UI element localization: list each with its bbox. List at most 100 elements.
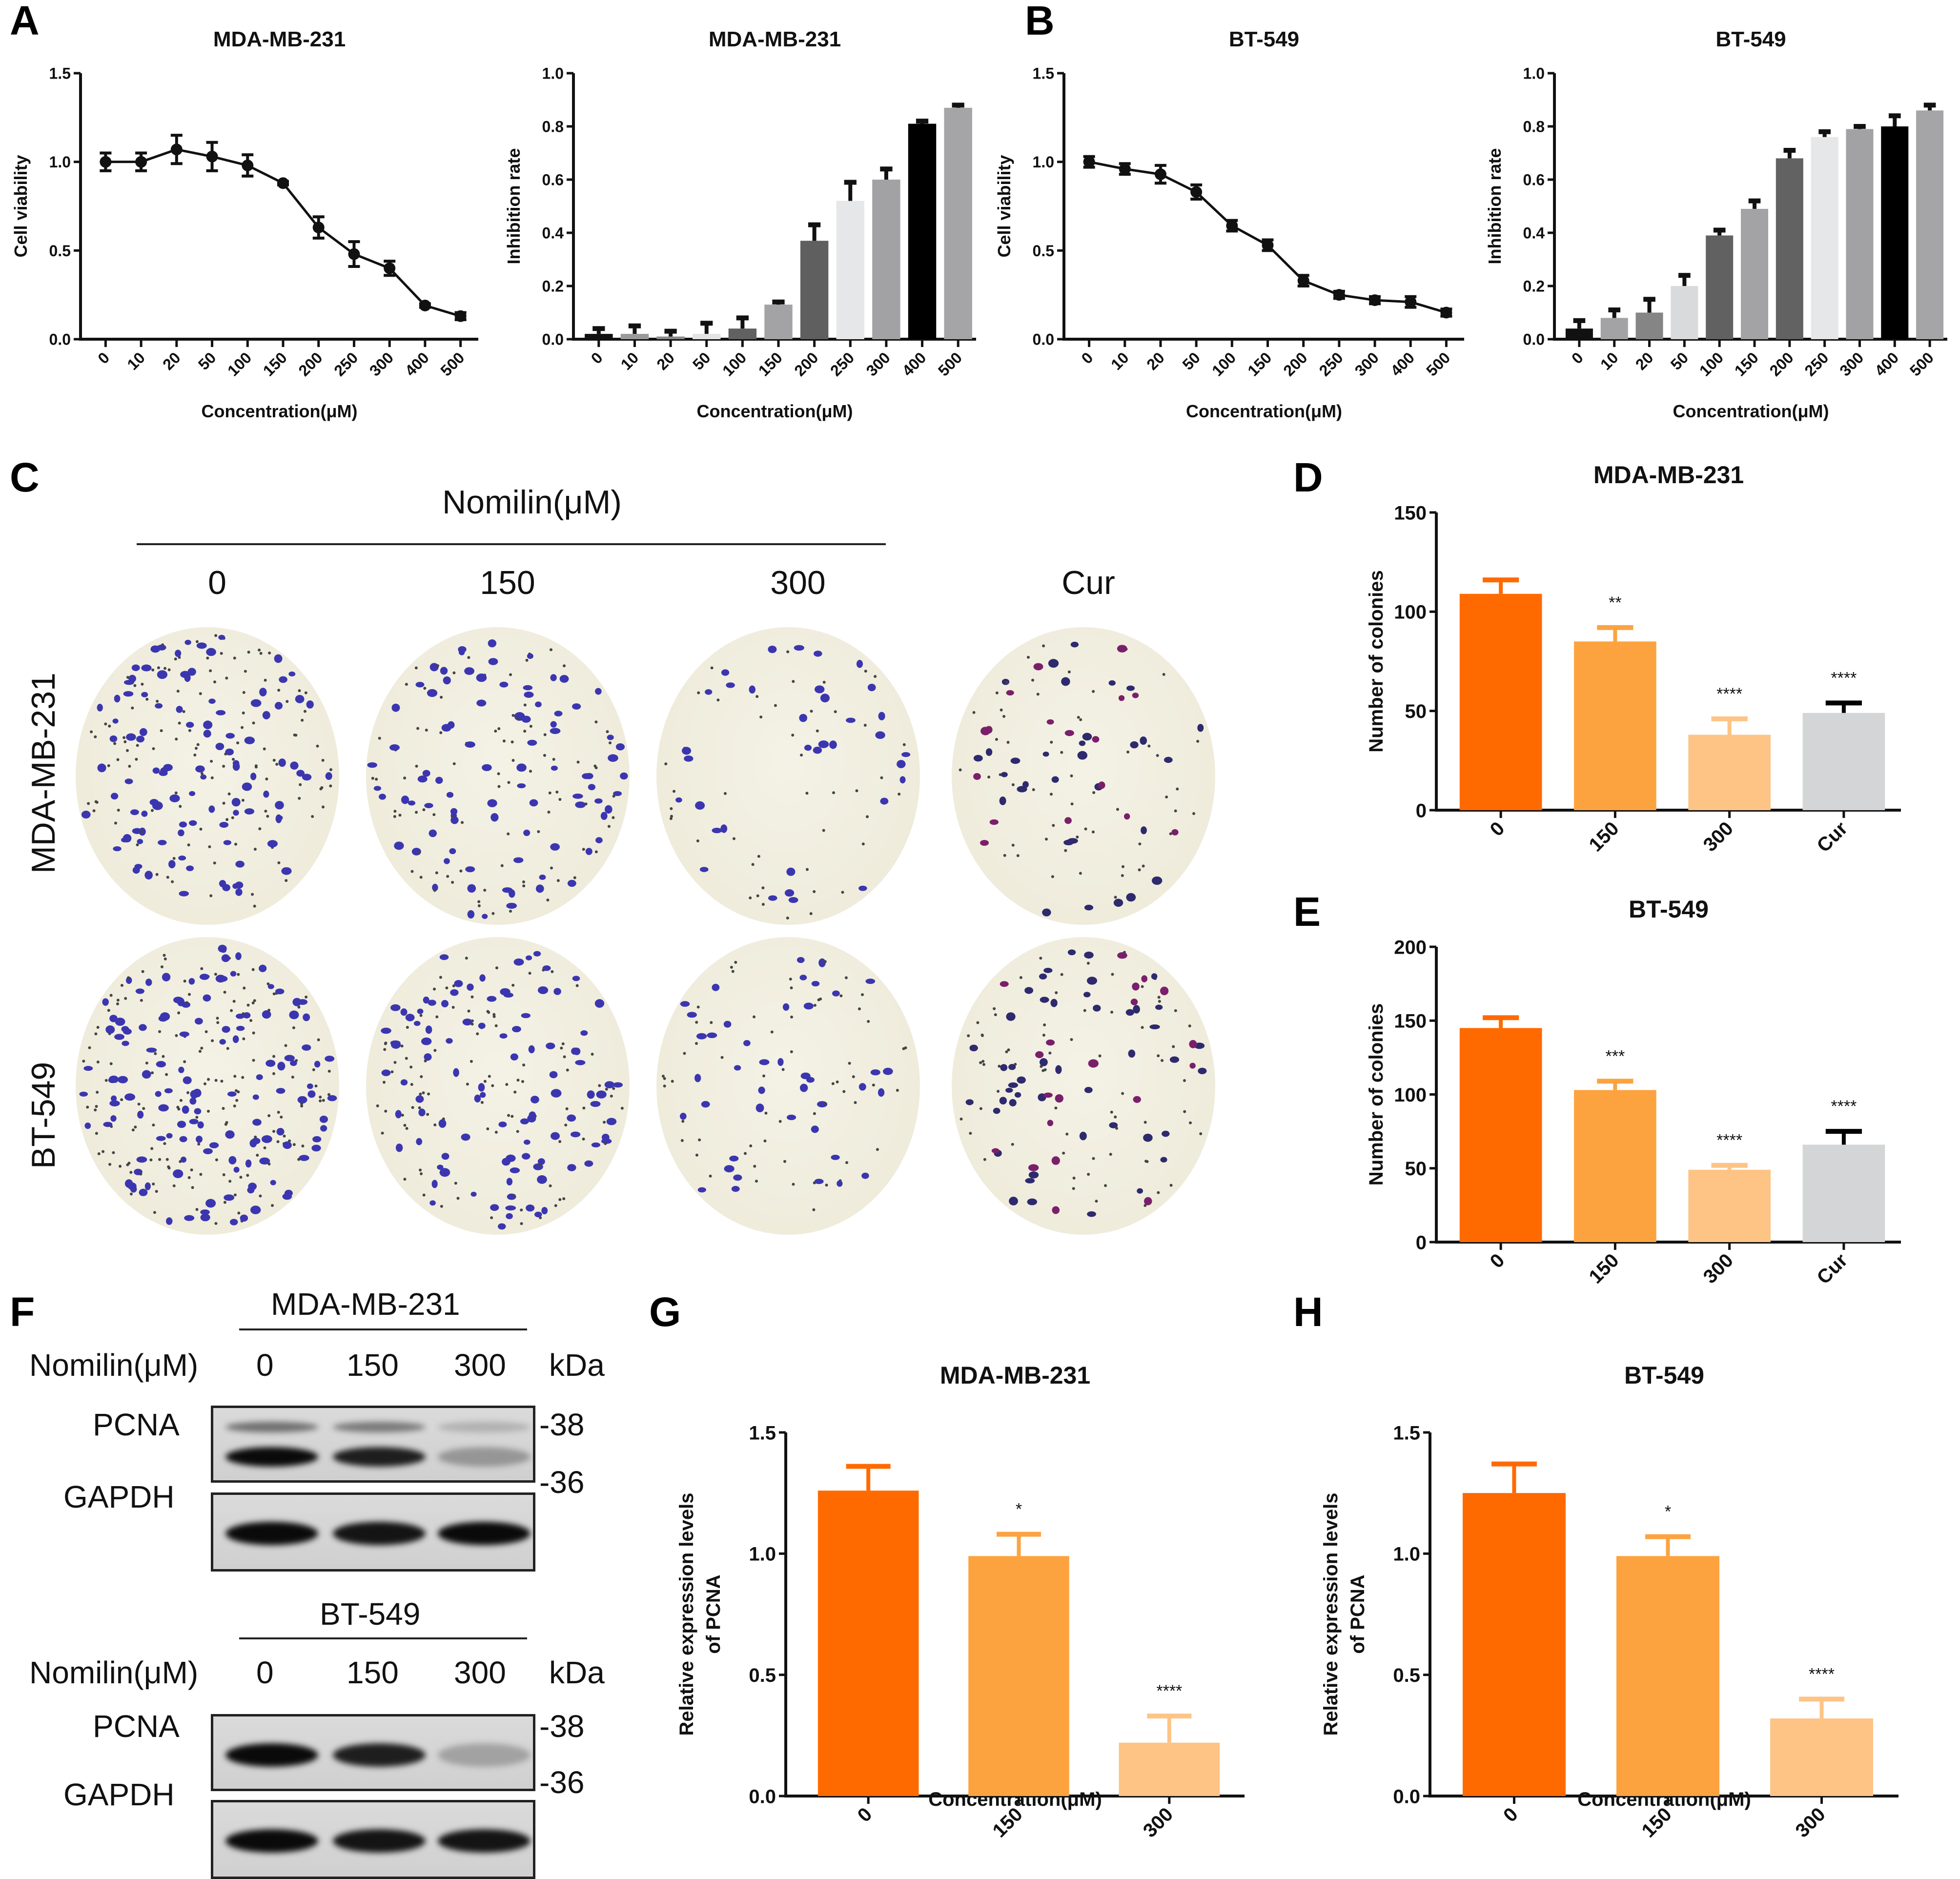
colony [751, 863, 755, 866]
y-tick-label: 1.0 [1523, 65, 1545, 82]
colony [288, 1139, 291, 1143]
colony [178, 829, 184, 837]
colony [520, 1208, 523, 1212]
colony [96, 1060, 100, 1063]
colony [298, 689, 301, 693]
colony [479, 974, 486, 982]
colony [902, 743, 906, 746]
colony [214, 634, 218, 637]
colony [575, 1060, 586, 1065]
x-tick-label: 20 [159, 348, 184, 373]
colony [1005, 1050, 1008, 1054]
colony [1091, 830, 1095, 834]
colony [84, 1122, 91, 1129]
colony [157, 670, 168, 679]
colony [456, 1197, 460, 1200]
colony [723, 792, 727, 795]
colony [210, 776, 214, 779]
colony [1044, 837, 1048, 841]
colony [141, 682, 144, 686]
colony [122, 1041, 129, 1046]
colony [534, 1211, 542, 1218]
colony [1028, 1164, 1039, 1171]
colony [572, 976, 580, 981]
colony [1070, 1038, 1073, 1042]
colony [235, 888, 243, 896]
colony [523, 703, 527, 707]
colony [224, 752, 227, 756]
colony [251, 893, 254, 896]
colony [452, 762, 456, 765]
colony [477, 900, 481, 903]
colony [1171, 829, 1179, 836]
colony [167, 668, 171, 672]
significance-label: **** [1716, 1131, 1742, 1150]
x-tick-label: 200 [791, 348, 821, 379]
colony [683, 1052, 686, 1055]
colony [155, 703, 163, 709]
colony [1111, 973, 1114, 976]
colony [1063, 839, 1074, 845]
colony [582, 1106, 586, 1110]
colony [497, 772, 500, 776]
colony [730, 965, 733, 969]
colony [441, 1000, 449, 1007]
colony [870, 1069, 880, 1076]
colony [290, 1060, 297, 1066]
data-point [454, 310, 467, 322]
colony [607, 735, 614, 740]
colony [230, 971, 237, 977]
colony [555, 790, 559, 794]
column-label-0: 0 [208, 564, 226, 601]
colony [466, 1082, 469, 1086]
colony [275, 988, 285, 995]
colony [969, 1044, 978, 1052]
colony [620, 772, 628, 780]
colony [570, 1131, 581, 1138]
colony [196, 1135, 203, 1143]
colony [300, 1102, 304, 1105]
colony [1055, 991, 1058, 995]
colony [1017, 786, 1027, 793]
colony [135, 988, 144, 994]
colony [587, 1090, 595, 1099]
chart-title: BT-549 [1629, 896, 1709, 923]
colony [272, 992, 276, 996]
colony [820, 694, 830, 703]
colony [152, 1123, 155, 1127]
colony [959, 768, 962, 772]
colony [573, 876, 576, 879]
colony [427, 689, 438, 697]
colony [976, 1021, 980, 1024]
colony [226, 1047, 229, 1050]
colony [1141, 985, 1144, 988]
colony [1070, 802, 1074, 806]
data-point [1440, 306, 1452, 319]
y-tick-label: 0.4 [1523, 225, 1545, 242]
x-tick-label: 100 [719, 348, 750, 379]
colony [1064, 730, 1074, 736]
colony [507, 781, 510, 784]
colony [712, 983, 720, 991]
colony [816, 729, 819, 733]
colony [422, 808, 426, 812]
colony [461, 1133, 470, 1141]
colony [695, 1153, 698, 1157]
wb-lane-label: 0 [256, 1348, 274, 1383]
colony [1176, 787, 1179, 791]
colony [262, 1010, 271, 1019]
colony [1079, 1131, 1087, 1141]
colony [720, 824, 728, 833]
colony [707, 1032, 717, 1039]
colony [805, 868, 809, 871]
colony [490, 813, 499, 822]
colony [516, 1079, 520, 1082]
colony [788, 897, 798, 903]
colony [755, 695, 759, 698]
colony [163, 954, 166, 957]
colony [1104, 1184, 1107, 1187]
colony [277, 1110, 280, 1114]
colony [83, 1066, 93, 1071]
colony [97, 1152, 101, 1156]
colony [151, 668, 155, 672]
